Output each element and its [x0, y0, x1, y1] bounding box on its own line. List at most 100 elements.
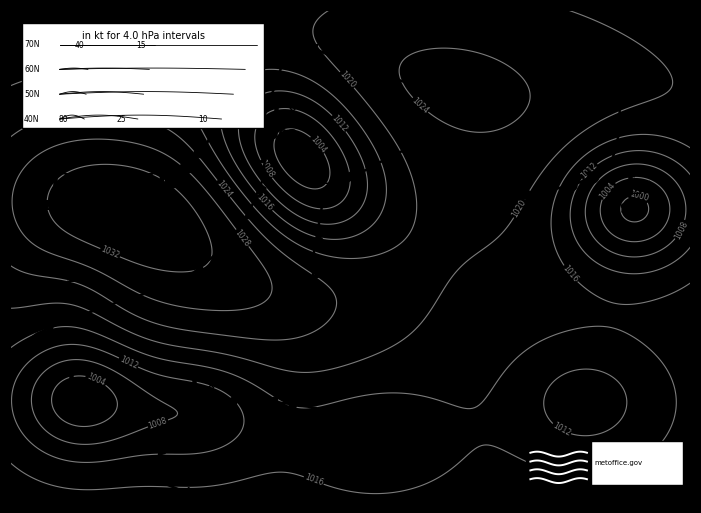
- Polygon shape: [385, 151, 397, 162]
- Text: L: L: [271, 101, 287, 125]
- Text: metoffice.gov: metoffice.gov: [594, 461, 643, 466]
- Text: in kt for 4.0 hPa intervals: in kt for 4.0 hPa intervals: [81, 31, 205, 42]
- Text: 1024: 1024: [137, 199, 176, 213]
- Text: 1015: 1015: [55, 290, 94, 304]
- Text: 997: 997: [619, 202, 648, 215]
- Polygon shape: [613, 106, 620, 111]
- Polygon shape: [209, 399, 217, 410]
- Polygon shape: [180, 164, 193, 173]
- Text: 1020: 1020: [337, 70, 357, 90]
- Polygon shape: [290, 399, 299, 410]
- Polygon shape: [229, 397, 237, 407]
- Polygon shape: [249, 396, 257, 407]
- Text: 1024: 1024: [215, 179, 233, 199]
- Text: 1007: 1007: [178, 403, 217, 417]
- Bar: [591, 441, 683, 485]
- Polygon shape: [348, 171, 362, 182]
- Polygon shape: [194, 149, 208, 157]
- Text: 1016: 1016: [303, 473, 325, 488]
- Polygon shape: [313, 255, 319, 260]
- Polygon shape: [181, 421, 188, 425]
- Text: 1008: 1008: [257, 159, 275, 180]
- Text: H: H: [217, 243, 239, 267]
- Polygon shape: [313, 275, 319, 280]
- Text: L: L: [66, 366, 83, 390]
- Text: 50N: 50N: [24, 90, 40, 98]
- Text: H: H: [145, 172, 168, 196]
- Text: 70N: 70N: [24, 40, 40, 49]
- Polygon shape: [426, 135, 437, 147]
- Text: 10: 10: [198, 115, 207, 124]
- Polygon shape: [436, 86, 442, 91]
- Text: 1012: 1012: [329, 113, 349, 133]
- Text: 1010: 1010: [566, 398, 605, 411]
- Polygon shape: [224, 242, 232, 246]
- Polygon shape: [269, 397, 278, 408]
- Polygon shape: [366, 161, 379, 171]
- Polygon shape: [497, 188, 505, 200]
- Text: 1032: 1032: [100, 245, 121, 261]
- Polygon shape: [265, 153, 272, 159]
- Polygon shape: [184, 487, 191, 492]
- Polygon shape: [123, 299, 129, 304]
- Text: 1003: 1003: [304, 192, 343, 206]
- Text: L: L: [366, 400, 383, 424]
- Text: 60N: 60N: [24, 65, 40, 74]
- Text: L: L: [625, 174, 641, 199]
- Polygon shape: [332, 183, 346, 193]
- Polygon shape: [544, 185, 554, 196]
- Polygon shape: [311, 45, 318, 49]
- Text: 1024: 1024: [410, 95, 430, 115]
- Polygon shape: [404, 142, 416, 153]
- Text: 25: 25: [116, 115, 125, 124]
- Text: 1004: 1004: [86, 372, 107, 388]
- Polygon shape: [245, 214, 252, 219]
- Polygon shape: [164, 481, 170, 486]
- Polygon shape: [586, 172, 599, 183]
- Text: L: L: [315, 165, 332, 189]
- Text: 1001: 1001: [55, 393, 94, 407]
- Polygon shape: [521, 188, 530, 199]
- Text: 1004: 1004: [598, 180, 617, 201]
- Polygon shape: [83, 312, 90, 318]
- Text: 1030: 1030: [208, 270, 247, 284]
- Text: 1012: 1012: [355, 427, 394, 441]
- Text: H: H: [50, 172, 72, 196]
- Polygon shape: [264, 123, 271, 128]
- Bar: [526, 441, 591, 485]
- Polygon shape: [271, 92, 278, 97]
- Text: 1003: 1003: [259, 128, 298, 142]
- Polygon shape: [46, 327, 53, 332]
- Polygon shape: [384, 72, 390, 77]
- Polygon shape: [566, 180, 577, 191]
- Text: L: L: [577, 370, 594, 394]
- Text: L: L: [66, 263, 83, 287]
- Text: 1000: 1000: [628, 190, 649, 204]
- Polygon shape: [208, 490, 215, 495]
- Polygon shape: [259, 184, 266, 189]
- Polygon shape: [334, 55, 340, 60]
- Polygon shape: [281, 62, 289, 68]
- Text: 1012: 1012: [579, 161, 599, 181]
- Polygon shape: [359, 64, 365, 69]
- Text: 1008: 1008: [147, 416, 168, 431]
- Text: 80: 80: [58, 115, 68, 124]
- Text: 15: 15: [137, 41, 146, 50]
- Polygon shape: [409, 80, 416, 85]
- Polygon shape: [197, 266, 204, 271]
- Polygon shape: [613, 126, 620, 130]
- Text: 40: 40: [75, 41, 85, 50]
- Polygon shape: [159, 450, 165, 455]
- Polygon shape: [165, 179, 178, 188]
- Text: L: L: [189, 376, 205, 400]
- Polygon shape: [168, 435, 175, 440]
- Text: 1012: 1012: [118, 354, 139, 371]
- Text: 1016: 1016: [561, 264, 580, 284]
- Text: 1028: 1028: [233, 228, 252, 248]
- Polygon shape: [161, 285, 168, 291]
- Bar: [22, 23, 264, 128]
- Polygon shape: [610, 146, 617, 150]
- Text: 1008: 1008: [672, 219, 689, 241]
- Text: 1004: 1004: [308, 134, 327, 155]
- Text: 1012: 1012: [551, 421, 572, 438]
